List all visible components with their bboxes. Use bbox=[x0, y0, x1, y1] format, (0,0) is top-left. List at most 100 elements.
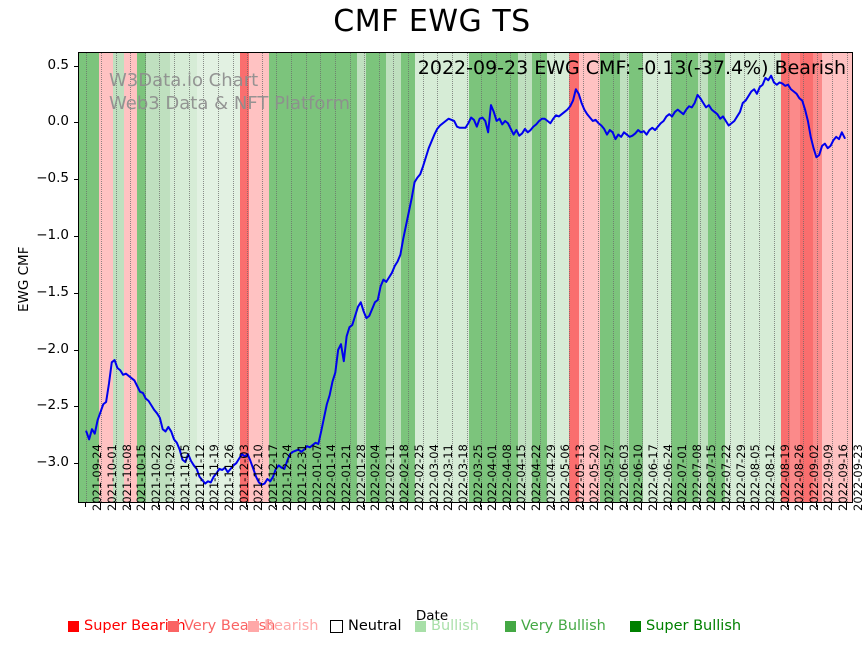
watermark-line-1: W3Data.io Chart bbox=[109, 70, 259, 91]
x-tick-mark bbox=[757, 503, 759, 507]
x-tick-mark bbox=[158, 503, 160, 507]
x-tick-label: 2022-04-01 bbox=[485, 444, 500, 511]
x-tick-label: 2022-04-08 bbox=[499, 444, 514, 511]
x-tick-label: 2021-12-03 bbox=[236, 444, 251, 511]
x-tick-mark bbox=[436, 503, 438, 507]
x-tick-label: 2022-04-29 bbox=[543, 444, 558, 511]
x-tick-mark bbox=[275, 503, 277, 507]
x-tick-mark bbox=[831, 503, 833, 507]
x-tick-mark bbox=[728, 503, 730, 507]
legend-item-bullish[interactable]: Bullish bbox=[415, 618, 479, 634]
x-tick-label: 2022-08-12 bbox=[762, 444, 777, 511]
latest-value-annotation: 2022-09-23 EWG CMF: -0.13(-37.4%) Bearis… bbox=[417, 57, 846, 79]
x-tick-mark bbox=[699, 503, 701, 507]
legend-item-super-bullish[interactable]: Super Bullish bbox=[630, 618, 741, 634]
x-tick-mark bbox=[85, 503, 87, 507]
y-tick-label: −0.5 bbox=[36, 170, 69, 187]
x-tick-label: 2022-05-06 bbox=[558, 444, 573, 511]
x-tick-mark bbox=[319, 503, 321, 507]
x-tick-mark bbox=[216, 503, 218, 507]
x-tick-mark bbox=[538, 503, 540, 507]
x-tick-mark bbox=[714, 503, 716, 507]
x-tick-mark bbox=[99, 503, 101, 507]
x-tick-label: 2021-10-08 bbox=[119, 444, 134, 511]
x-tick-label: 2022-04-22 bbox=[528, 444, 543, 511]
x-tick-mark bbox=[173, 503, 175, 507]
x-tick-mark bbox=[743, 503, 745, 507]
legend-item-super-bearish[interactable]: Super Bearish bbox=[68, 618, 186, 634]
x-tick-label: 2021-10-22 bbox=[148, 444, 163, 511]
legend-item-neutral[interactable]: Neutral bbox=[330, 618, 402, 634]
legend-label: Neutral bbox=[348, 618, 402, 634]
x-tick-label: 2022-05-13 bbox=[572, 444, 587, 511]
legend: Super Bearish Very Bearish Bearish Neutral B… bbox=[0, 618, 864, 642]
x-tick-label: 2022-06-03 bbox=[616, 444, 631, 511]
x-tick-mark bbox=[509, 503, 511, 507]
legend-swatch-icon bbox=[630, 620, 641, 632]
x-tick-mark bbox=[348, 503, 350, 507]
x-tick-mark bbox=[407, 503, 408, 507]
y-tick-mark bbox=[74, 122, 78, 124]
x-tick-mark bbox=[845, 503, 847, 507]
legend-swatch-icon bbox=[168, 620, 179, 632]
x-tick-label: 2021-11-12 bbox=[192, 444, 207, 511]
x-tick-label: 2022-06-10 bbox=[631, 444, 646, 511]
x-tick-mark bbox=[290, 503, 292, 507]
x-tick-label: 2022-08-19 bbox=[777, 444, 792, 511]
legend-label: Bullish bbox=[431, 618, 479, 634]
x-tick-mark bbox=[377, 503, 379, 507]
x-tick-mark bbox=[772, 503, 774, 507]
y-tick-mark bbox=[74, 179, 78, 181]
x-tick-label: 2021-10-15 bbox=[134, 444, 149, 511]
y-tick-label: −1.0 bbox=[36, 227, 69, 244]
x-tick-label: 2022-09-23 bbox=[850, 444, 864, 511]
x-tick-mark bbox=[611, 503, 613, 507]
x-tick-mark bbox=[392, 503, 394, 507]
x-tick-label: 2022-05-27 bbox=[602, 444, 617, 511]
x-axis-title: Date bbox=[415, 608, 449, 624]
legend-label: Super Bullish bbox=[646, 618, 742, 634]
x-tick-mark bbox=[231, 503, 233, 507]
x-tick-label: 2022-06-24 bbox=[660, 444, 675, 511]
x-tick-label: 2022-06-17 bbox=[645, 444, 660, 511]
x-tick-label: 2022-04-15 bbox=[514, 444, 529, 511]
x-tick-mark bbox=[363, 503, 365, 507]
x-tick-mark bbox=[202, 503, 204, 507]
y-axis-title: EWG CMF bbox=[16, 246, 32, 312]
x-tick-label: 2022-05-20 bbox=[587, 444, 602, 511]
y-tick-label: 0.5 bbox=[47, 56, 69, 73]
cmf-line-series bbox=[85, 74, 846, 486]
page-title: CMF EWG TS bbox=[333, 4, 531, 39]
x-tick-mark bbox=[553, 503, 555, 507]
x-tick-label: 2022-07-01 bbox=[675, 444, 690, 511]
legend-item-very-bullish[interactable]: Very Bullish bbox=[505, 618, 606, 634]
legend-label: Bearish bbox=[264, 618, 319, 634]
x-tick-mark bbox=[187, 503, 189, 507]
x-tick-mark bbox=[129, 503, 131, 507]
x-tick-label: 2022-03-18 bbox=[455, 444, 470, 511]
x-tick-label: 2022-01-07 bbox=[309, 444, 324, 511]
y-tick-label: −3.0 bbox=[36, 454, 69, 471]
x-tick-label: 2021-10-29 bbox=[163, 444, 178, 511]
legend-swatch-icon bbox=[68, 620, 79, 632]
legend-swatch-icon bbox=[330, 619, 343, 633]
legend-swatch-icon bbox=[415, 620, 426, 632]
y-tick-label: 0.0 bbox=[47, 113, 69, 130]
y-tick-label: −2.5 bbox=[36, 397, 69, 414]
legend-label: Very Bullish bbox=[521, 618, 606, 634]
x-tick-label: 2022-09-16 bbox=[836, 444, 851, 511]
x-tick-label: 2021-10-01 bbox=[104, 444, 119, 511]
x-tick-mark bbox=[655, 503, 657, 507]
x-tick-mark bbox=[684, 503, 686, 507]
x-tick-label: 2021-11-19 bbox=[207, 444, 222, 511]
x-tick-label: 2021-11-05 bbox=[178, 444, 193, 511]
x-tick-mark bbox=[333, 503, 335, 507]
x-tick-mark bbox=[597, 503, 599, 507]
legend-item-bearish[interactable]: Bearish bbox=[248, 618, 319, 634]
x-tick-label: 2021-12-24 bbox=[280, 444, 295, 511]
x-tick-label: 2022-08-05 bbox=[748, 444, 763, 511]
x-tick-mark bbox=[670, 503, 672, 507]
watermark-line-2: Web3 Data & NFT Platform bbox=[109, 93, 351, 114]
y-tick-mark bbox=[74, 349, 78, 351]
